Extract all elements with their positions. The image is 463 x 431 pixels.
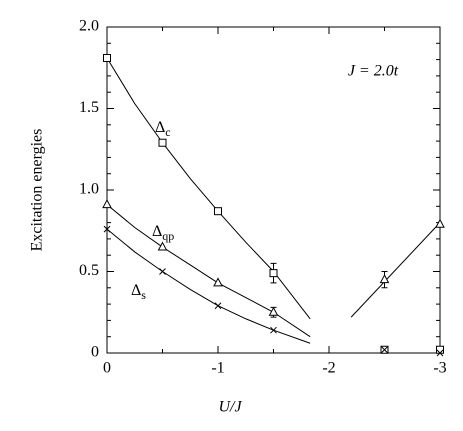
series-label: Δs xyxy=(131,282,146,302)
marker-cross xyxy=(103,225,111,233)
fit-line xyxy=(106,204,311,338)
fit-line xyxy=(106,228,311,344)
marker-cross xyxy=(214,302,222,310)
x-tick-label: -3 xyxy=(433,360,446,377)
series-label: Δqp xyxy=(152,223,174,243)
y-tick-label: 0.5 xyxy=(79,262,99,279)
fit-line xyxy=(106,57,311,320)
marker-triangle xyxy=(102,199,112,209)
y-tick-label: 0 xyxy=(91,344,99,361)
marker-square xyxy=(158,138,167,147)
marker-triangle xyxy=(435,218,445,228)
x-tick-label: -2 xyxy=(322,360,335,377)
y-tick-label: 1.0 xyxy=(79,181,99,198)
marker-cross xyxy=(436,349,444,357)
y-axis-label: Excitation energies xyxy=(29,129,46,252)
x-tick-label: 0 xyxy=(103,360,111,377)
x-tick-label: -1 xyxy=(211,360,224,377)
y-tick-label: 1.5 xyxy=(79,99,99,116)
y-tick-label: 2.0 xyxy=(79,18,99,35)
marker-cross xyxy=(270,326,277,334)
fit-line xyxy=(350,222,441,318)
marker-cross xyxy=(381,346,388,354)
marker-triangle xyxy=(268,306,279,316)
marker-square xyxy=(103,53,111,62)
annotation: J = 2.0t xyxy=(348,63,399,80)
marker-square xyxy=(214,207,222,216)
marker-square xyxy=(269,269,278,278)
series-label: Δc xyxy=(155,119,171,139)
marker-square xyxy=(436,345,444,354)
marker-triangle xyxy=(157,241,168,251)
marker-cross xyxy=(159,268,166,275)
marker-triangle xyxy=(213,277,223,287)
marker-triangle xyxy=(379,274,390,284)
x-axis-label: U/J xyxy=(218,399,242,416)
